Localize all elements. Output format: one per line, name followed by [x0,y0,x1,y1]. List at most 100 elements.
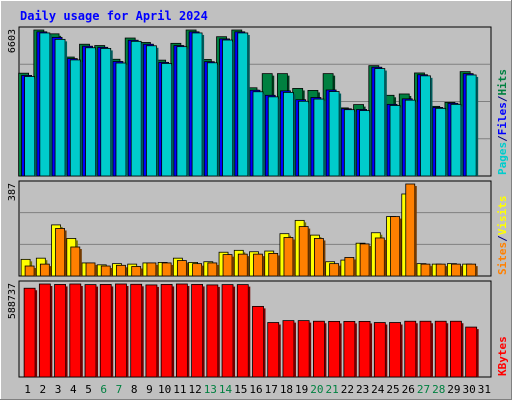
bar-shadow-pages-day-28 [445,110,448,176]
bar-sites-day-23 [359,243,370,277]
bar-shadow-sites-day-1 [34,268,37,276]
bar-sites-day-16 [253,253,263,277]
bar-shadow-kbytes-day-17 [278,324,281,377]
bar-shadow-pages-day-15 [247,34,250,177]
bar-shadow-sites-day-11 [186,262,189,276]
x-tick-label-day-3: 3 [55,383,62,396]
x-tick-label-day-10: 10 [158,383,171,396]
bar-shadow-pages-day-3 [65,41,68,176]
bar-shadow-sites-day-26 [414,186,417,276]
bar-shadow-kbytes-day-10 [172,286,175,377]
bar-shadow-sites-day-16 [262,256,265,276]
legend-text-separator: / [496,235,509,242]
bar-shadow-pages-day-12 [202,34,205,177]
chart-title: Daily usage for April 2024 [20,9,208,23]
bar-kbytes-day-1 [23,287,36,378]
bar-shadow-pages-day-25 [400,107,403,176]
bar-shadow-kbytes-day-8 [141,286,144,377]
bar-shadow-pages-day-11 [186,48,189,176]
x-tick-label-day-24: 24 [371,383,385,396]
bar-pages-day-24 [374,68,386,177]
x-tick-label-day-2: 2 [40,383,47,396]
bar-shadow-sites-day-19 [308,228,311,276]
bar-pages-day-23 [359,110,370,177]
bar-shadow-pages-day-8 [141,43,144,177]
bar-shadow-pages-day-18 [293,94,296,176]
bar-sites-day-18 [283,237,294,277]
bar-shadow-kbytes-day-30 [476,329,479,377]
bar-kbytes-day-3 [54,284,66,378]
bar-kbytes-day-24 [373,322,386,378]
bar-sites-day-27 [420,263,431,277]
bar-sites-day-2 [39,263,50,277]
x-tick-label-day-27: 27 [417,383,430,396]
bar-shadow-pages-day-14 [232,42,235,176]
bar-shadow-kbytes-day-5 [96,286,99,377]
bar-shadow-kbytes-day-27 [430,323,433,377]
x-tick-label-day-29: 29 [447,383,460,396]
x-tick-label-day-7: 7 [116,383,123,396]
bar-shadow-kbytes-day-24 [385,324,388,377]
bar-shadow-pages-day-9 [156,47,159,176]
bar-pages-day-13 [206,62,218,177]
bar-sites-day-14 [222,254,233,277]
bar-shadow-kbytes-day-22 [354,323,357,377]
x-tick-label-day-5: 5 [85,383,92,396]
bar-pages-day-21 [328,91,340,177]
bar-kbytes-day-17 [267,322,280,378]
bar-pages-day-3 [54,38,66,177]
x-tick-label-day-4: 4 [70,383,77,396]
bar-shadow-sites-day-30 [475,266,478,276]
x-tick-label-day-12: 12 [188,383,201,396]
bar-shadow-sites-day-29 [460,266,463,276]
x-tick-label-day-19: 19 [295,383,308,396]
x-tick-label-day-22: 22 [341,383,354,396]
bar-shadow-pages-day-24 [384,70,387,176]
bar-shadow-pages-day-27 [430,77,433,176]
bar-shadow-sites-day-12 [201,265,204,276]
bar-sites-day-6 [100,265,111,277]
bar-shadow-kbytes-day-9 [156,286,159,377]
bar-shadow-kbytes-day-13 [217,286,220,377]
bar-pages-day-8 [130,40,142,177]
bar-sites-day-30 [466,263,477,277]
bar-sites-day-22 [344,257,355,277]
bar-shadow-sites-day-27 [429,266,432,276]
bar-shadow-kbytes-day-12 [202,286,205,377]
bar-shadow-kbytes-day-1 [35,290,38,377]
bar-sites-day-8 [131,266,142,277]
bar-shadow-kbytes-day-3 [65,286,68,377]
bar-pages-day-16 [252,91,264,177]
bar-pages-day-9 [146,45,157,177]
bar-kbytes-day-10 [160,284,173,378]
bar-shadow-kbytes-day-26 [415,323,418,377]
x-tick-label-day-9: 9 [146,383,153,396]
right-legend-sites: Sites/Visits [496,196,509,276]
bar-shadow-sites-day-23 [369,245,372,276]
bar-kbytes-day-15 [236,284,249,378]
bar-sites-day-20 [314,238,324,277]
x-tick-label-day-14: 14 [219,383,233,396]
bar-shadow-pages-day-5 [95,49,98,176]
bar-shadow-pages-day-30 [476,76,479,176]
bar-shadow-sites-day-25 [399,218,402,276]
bar-shadow-sites-day-13 [216,264,219,276]
x-tick-label-day-6: 6 [100,383,107,396]
bar-shadow-pages-day-16 [263,93,265,176]
bar-sites-day-10 [161,262,172,277]
bar-sites-day-25 [390,216,400,277]
bar-shadow-kbytes-day-20 [324,323,327,377]
bar-shadow-kbytes-day-11 [187,286,190,377]
bar-pages-day-5 [85,47,96,177]
bar-kbytes-day-21 [328,320,341,378]
legend-text-sites: Sites [496,242,509,275]
bar-shadow-kbytes-day-23 [370,323,373,377]
bar-shadow-kbytes-day-2 [50,286,53,377]
bar-shadow-kbytes-day-14 [233,286,236,377]
bar-shadow-sites-day-14 [232,256,235,276]
x-tick-label-day-21: 21 [326,383,339,396]
bar-kbytes-day-7 [115,283,127,378]
bar-sites-day-28 [435,263,446,277]
bar-kbytes-day-30 [465,326,478,378]
